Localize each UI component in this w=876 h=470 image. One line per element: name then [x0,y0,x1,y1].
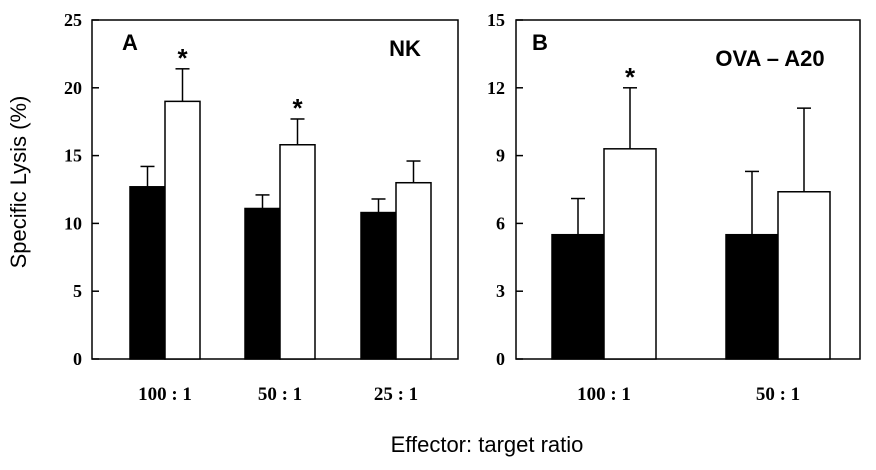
panel-b-significance-asterisk: * [625,62,636,92]
panel-a-bar-black-2 [360,211,397,360]
panel-b-bar-black-0 [551,233,605,360]
panel-b-title: OVA – A20 [715,46,824,71]
panel-a-y-tick-label: 20 [64,78,82,98]
panel-b-y-tick-label: 9 [496,146,505,166]
panel-b-y-tick-label: 3 [496,281,505,301]
panel-b-bar-white-1 [777,191,831,360]
panel-a-y-tick-label: 10 [64,213,82,233]
panel-a-category-label: 25 : 1 [374,384,418,405]
panel-b-y-tick-label: 12 [487,78,505,98]
panel-a-bar-black-0 [129,186,166,360]
panel-a-significance-asterisk: * [292,93,303,123]
y-axis-label: Specific Lysis (%) [6,96,31,269]
panel-b-bar-black-1 [725,233,779,360]
panel-b-y-tick-label: 0 [496,349,505,369]
panel-a-y-tick-label: 5 [73,281,82,301]
panel-a-title: NK [389,36,421,61]
panel-b-category-label: 50 : 1 [756,384,800,405]
panel-a-y-tick-label: 0 [73,349,82,369]
panel-b-plot-frame [515,19,861,360]
panel-b-bar-white-0 [603,148,657,360]
panel-a-bar-black-1 [244,207,281,360]
panel-b-category-label: 100 : 1 [577,384,631,405]
x-axis-label: Effector: target ratio [391,432,584,457]
panel-a-category-label: 100 : 1 [138,384,192,405]
panel-a-y-tick-label: 15 [64,146,82,166]
panel-a-y-tick-label: 25 [64,10,82,30]
panel-a: 0 5 10 15 20 25 * * 100 : 1 50 : 1 25 : 1 A NK [64,10,459,405]
panel-a-bar-white-1 [279,144,316,360]
panel-b-y-tick-label: 15 [487,10,505,30]
panel-a-category-label: 50 : 1 [258,384,302,405]
panel-b-y-tick-label: 6 [496,213,505,233]
panel-b: 0 3 6 9 12 15 * 100 : 1 50 : 1 B OVA – A20 [487,10,861,405]
panel-a-panel-letter: A [122,30,138,55]
panel-a-bar-white-2 [395,181,432,360]
panel-b-panel-letter: B [532,30,548,55]
panel-a-bar-white-0 [164,100,201,360]
panel-a-significance-asterisk: * [177,43,188,73]
